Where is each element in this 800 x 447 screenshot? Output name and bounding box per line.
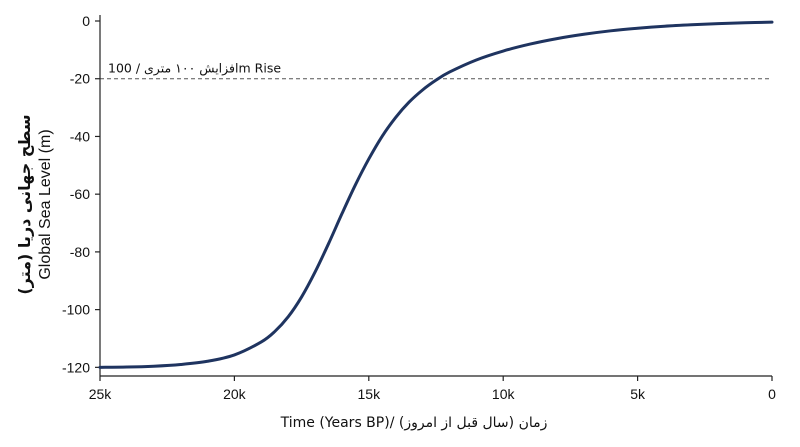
y-ticks: 0 -20 -40 -60 -80 -100 -120: [62, 13, 100, 375]
y-tick-label: -20: [70, 71, 90, 87]
y-axis-title-persian: سطح جهانی دریا (متر): [15, 114, 34, 294]
x-tick-label: 5k: [630, 386, 646, 402]
x-tick-label: 0: [768, 386, 776, 402]
x-tick-label: 10k: [492, 386, 516, 402]
y-axis-title: سطح جهانی دریا (متر) Global Sea Level (m…: [15, 114, 54, 294]
reference-line-label: افزایش ۱۰۰ متری / 100m Rise: [108, 61, 281, 77]
x-tick-label: 20k: [223, 386, 247, 402]
y-tick-label: -80: [70, 244, 90, 260]
x-ticks: 25k 20k 15k 10k 5k 0: [89, 376, 776, 402]
axes: 0 -20 -40 -60 -80 -100 -120 25k 20k 15k 10k 5k 0: [62, 13, 776, 402]
x-tick-label: 25k: [89, 386, 113, 402]
y-tick-label: -60: [70, 186, 90, 202]
sea-level-series-line: [98, 20, 774, 369]
y-tick-label: -100: [62, 302, 90, 318]
y-tick-label: 0: [82, 13, 90, 29]
x-axis-title: Time (Years BP)/ (زمان (سال قبل از امروز: [280, 415, 548, 431]
x-tick-label: 15k: [358, 386, 382, 402]
series-layer: [98, 20, 774, 369]
y-axis-title-english: Global Sea Level (m): [37, 129, 54, 279]
reference-layer: افزایش ۱۰۰ متری / 100m Rise: [100, 61, 772, 80]
y-tick-label: -120: [62, 359, 90, 375]
y-tick-label: -40: [70, 128, 90, 144]
